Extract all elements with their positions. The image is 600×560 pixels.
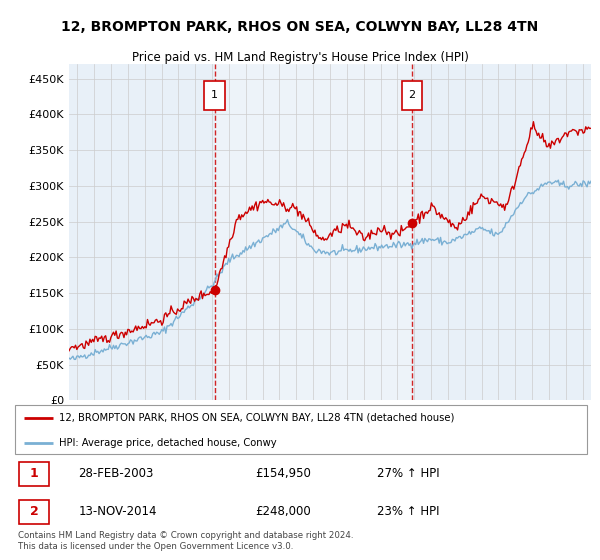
Bar (215, 64, 412, 400)
FancyBboxPatch shape (19, 462, 49, 486)
Text: £248,000: £248,000 (255, 505, 311, 518)
Text: 1: 1 (211, 91, 218, 100)
Text: 23% ↑ HPI: 23% ↑ HPI (377, 505, 439, 518)
FancyBboxPatch shape (401, 81, 422, 110)
Text: 2: 2 (29, 505, 38, 518)
Text: HPI: Average price, detached house, Conwy: HPI: Average price, detached house, Conw… (59, 438, 277, 448)
FancyBboxPatch shape (15, 405, 587, 454)
Text: 1: 1 (29, 468, 38, 480)
Text: 12, BROMPTON PARK, RHOS ON SEA, COLWYN BAY, LL28 4TN: 12, BROMPTON PARK, RHOS ON SEA, COLWYN B… (61, 21, 539, 35)
Text: 2: 2 (409, 91, 416, 100)
FancyBboxPatch shape (204, 81, 225, 110)
Text: Price paid vs. HM Land Registry's House Price Index (HPI): Price paid vs. HM Land Registry's House … (131, 50, 469, 64)
Text: 27% ↑ HPI: 27% ↑ HPI (377, 468, 439, 480)
Text: Contains HM Land Registry data © Crown copyright and database right 2024.
This d: Contains HM Land Registry data © Crown c… (18, 531, 353, 551)
Text: £154,950: £154,950 (255, 468, 311, 480)
Text: 12, BROMPTON PARK, RHOS ON SEA, COLWYN BAY, LL28 4TN (detached house): 12, BROMPTON PARK, RHOS ON SEA, COLWYN B… (59, 413, 455, 423)
Text: 28-FEB-2003: 28-FEB-2003 (79, 468, 154, 480)
Text: 13-NOV-2014: 13-NOV-2014 (79, 505, 157, 518)
FancyBboxPatch shape (19, 500, 49, 524)
